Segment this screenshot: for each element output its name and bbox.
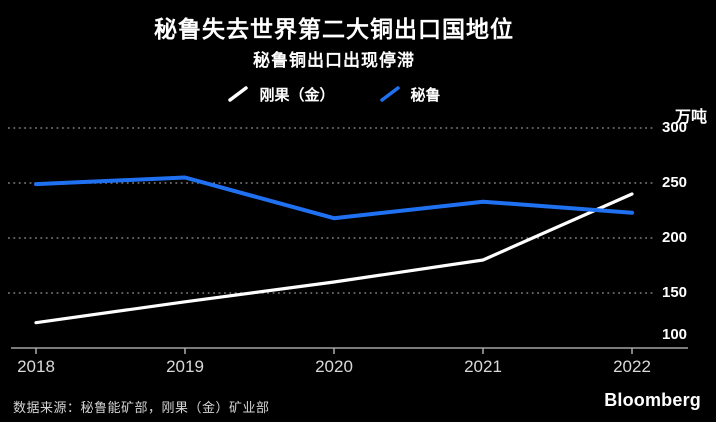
bloomberg-logo: Bloomberg (604, 390, 701, 410)
y-tick-label-250: 250 (662, 174, 688, 191)
source-note: 数据来源：秘鲁能矿部，刚果（金）矿业部 (13, 400, 270, 415)
x-tick-label-2018: 2018 (17, 357, 55, 376)
y-tick-label-300: 300 (662, 119, 688, 136)
y-tick-label-200: 200 (662, 229, 688, 246)
congo-line-marker-icon (228, 86, 249, 103)
peru-line-marker-icon (379, 86, 400, 103)
legend: 刚果（金） 秘鲁 (0, 84, 668, 105)
legend-item-peru: 秘鲁 (379, 84, 441, 105)
legend-label-congo: 刚果（金） (259, 86, 335, 104)
series-line-刚果（金） (34, 192, 634, 325)
x-tick-label-2021: 2021 (464, 357, 502, 376)
series-line-秘鲁 (34, 175, 634, 221)
y-tick-label-150: 150 (662, 284, 688, 301)
x-tick-label-2019: 2019 (166, 357, 204, 376)
legend-label-peru: 秘鲁 (410, 86, 441, 104)
chart-header: 秘鲁失去世界第二大铜出口国地位 秘鲁铜出口出现停滞 刚果（金） 秘鲁 (0, 0, 668, 105)
x-tick-label-2020: 2020 (315, 357, 353, 376)
chart-subtitle: 秘鲁铜出口出现停滞 (253, 50, 415, 71)
y-tick-label-100: 100 (662, 326, 688, 343)
y-axis-unit-label: 万吨 (674, 109, 707, 126)
legend-item-congo: 刚果（金） (227, 84, 335, 105)
x-tick-label-2022: 2022 (613, 357, 651, 376)
chart-title: 秘鲁失去世界第二大铜出口国地位 (154, 16, 514, 43)
